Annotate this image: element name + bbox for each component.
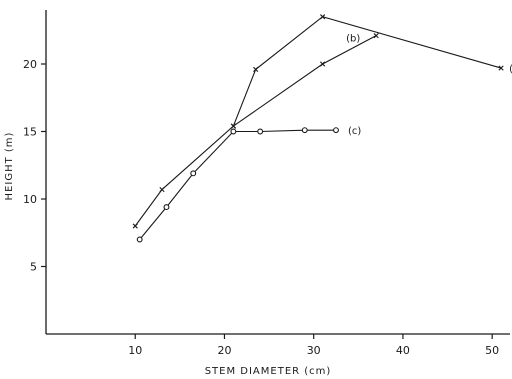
- data-point-circle-marker: [136, 236, 143, 243]
- data-point-x-marker: [320, 14, 326, 20]
- data-point-circle-marker: [257, 128, 264, 135]
- data-point-circle-marker: [301, 127, 308, 134]
- data-point-x-marker: [320, 61, 326, 67]
- series-line-1: [233, 35, 377, 127]
- x-axis-label: STEM DIAMETER (cm): [205, 366, 332, 377]
- y-tick-label: 5: [30, 261, 37, 274]
- data-point-circle-marker: [230, 128, 237, 135]
- series-line-2: [139, 129, 336, 240]
- y-tick-label: 20: [23, 58, 37, 71]
- data-point-circle-marker: [333, 127, 339, 134]
- data-point-x-marker: [159, 186, 165, 193]
- x-tick-label: 30: [307, 344, 321, 357]
- data-point-x-marker: [230, 123, 236, 129]
- data-point-x-marker: [253, 66, 259, 72]
- series-label: (a: [509, 64, 512, 75]
- y-tick-label: 15: [23, 126, 37, 139]
- data-point-circle-marker: [190, 170, 197, 177]
- y-tick-label: 10: [23, 193, 37, 206]
- data-point-x-marker: [373, 33, 379, 39]
- x-tick-label: 20: [217, 344, 231, 357]
- data-point-x-marker: [498, 65, 504, 71]
- x-tick-label: 40: [396, 344, 410, 357]
- series-label: (b): [346, 34, 360, 45]
- x-tick-label: 10: [128, 344, 142, 357]
- data-point-x-marker: [132, 223, 138, 229]
- series-label: (c): [348, 126, 361, 137]
- y-axis-label: HEIGHT (m): [4, 132, 15, 201]
- x-tick-label: 50: [485, 344, 499, 357]
- data-point-circle-marker: [163, 204, 170, 211]
- series-line-0: [134, 16, 502, 227]
